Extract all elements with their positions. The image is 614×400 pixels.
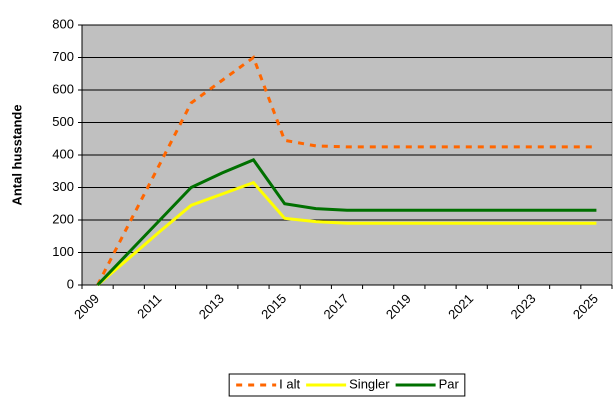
y-tick-label: 600: [52, 81, 74, 96]
x-tick-label: 2021: [445, 291, 476, 322]
x-tick-label: 2023: [508, 291, 539, 322]
x-tick-label: 2013: [196, 291, 227, 322]
y-tick-label: 500: [52, 114, 74, 129]
x-tick-label: 2009: [71, 291, 102, 322]
legend-label: Singler: [349, 376, 390, 391]
x-tick-label: 2019: [383, 291, 414, 322]
series-line: [96, 55, 597, 286]
series-line: [96, 158, 597, 287]
x-tick-label: 2015: [258, 291, 289, 322]
legend: I alt Singler Par: [228, 373, 466, 397]
series-line: [96, 180, 597, 287]
y-tick-label: 200: [52, 211, 74, 226]
legend-box: [228, 373, 466, 397]
y-tick-label: 300: [52, 179, 74, 194]
legend-label: I alt: [279, 376, 300, 391]
y-tick-label: 0: [67, 276, 74, 291]
y-tick-label: 100: [52, 244, 74, 259]
x-tick-label: 2017: [320, 291, 351, 322]
legend-label: Par: [439, 376, 460, 391]
x-tick-label: 2025: [570, 291, 601, 322]
y-tick-label: 700: [52, 49, 74, 64]
y-axis-label: Antal husstande: [9, 104, 24, 205]
y-tick-label: 400: [52, 146, 74, 161]
y-tick-label: 800: [52, 16, 74, 31]
x-tick-label: 2011: [134, 291, 164, 321]
